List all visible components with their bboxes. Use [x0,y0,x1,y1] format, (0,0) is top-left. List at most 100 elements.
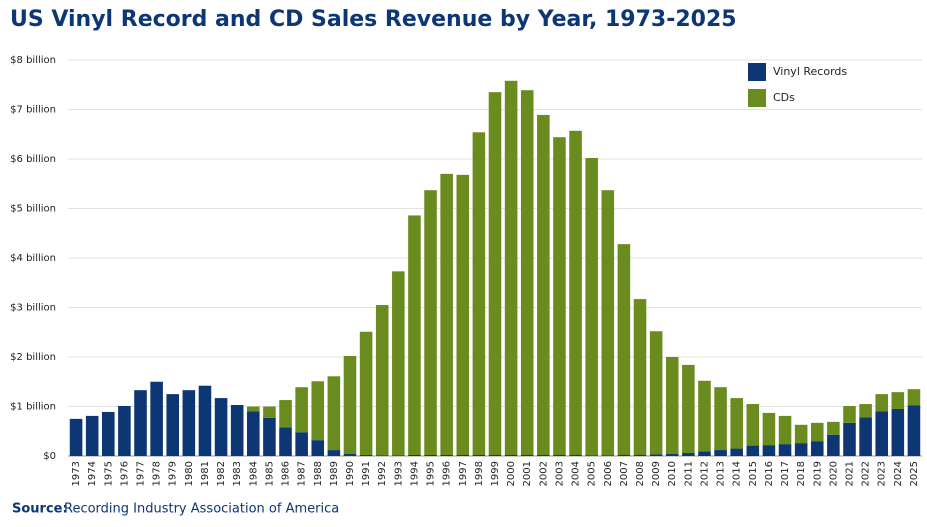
bar-segment [730,449,743,456]
bar-segment [263,407,276,418]
x-tick-label: 2025 [909,461,920,486]
bar-segment [698,381,711,452]
x-tick-label: 2023 [877,461,888,486]
bar-segment [618,244,631,455]
x-tick-label: 1990 [345,461,356,486]
legend-label: CDs [773,91,795,104]
bar-segment [424,190,437,455]
bar-segment [763,445,776,456]
x-tick-label: 1977 [136,461,147,486]
x-tick-label: 2000 [506,461,517,486]
bar-segment [473,455,486,456]
x-tick-label: 1992 [377,461,388,486]
bar-segment [134,390,147,456]
bar-segment [795,425,808,443]
y-tick-label: $2 billion [10,352,56,363]
bar-segment [183,390,196,456]
x-tick-label: 1988 [313,461,324,486]
x-tick-label: 1993 [393,461,404,486]
bar-segment [505,81,518,455]
bar-segment [376,305,389,455]
bar-segment [763,413,776,445]
bar-segment [569,455,582,456]
bar-segment [440,174,453,455]
x-tick-label: 2003 [554,461,565,486]
bar-segment [859,404,872,417]
x-tick-label: 2014 [732,461,743,486]
bar-segment [150,382,163,456]
bar-segment [714,387,727,450]
bar-segment [682,365,695,453]
x-tick-label: 1991 [361,461,372,486]
x-tick-label: 1973 [71,461,82,486]
bar-segment [263,418,276,456]
x-tick-label: 1975 [103,461,114,486]
bar-segment [892,409,905,456]
bar-segment [682,453,695,456]
bar-segment [553,137,566,455]
x-tick-label: 2007 [619,461,630,486]
bar-segment [698,452,711,456]
x-tick-label: 2017 [780,461,791,486]
x-tick-label: 2013 [716,461,727,486]
source: Recording Industry Association of Americ… [64,502,339,517]
source-label: Source: [12,502,68,517]
bar-segment [360,332,373,455]
bar-segment [585,158,598,455]
bar-segment [521,90,534,455]
bar-segment [553,455,566,456]
x-tick-label: 1999 [490,461,501,486]
bar-segment [843,406,856,423]
bar-segment [70,419,83,456]
bar-segment [859,417,872,456]
bar-segment [344,356,357,454]
bar-segment [779,444,792,456]
bar-segment [279,427,292,456]
bar-segment [714,450,727,456]
x-tick-label: 1974 [87,461,98,486]
x-tick-label: 2021 [844,461,855,486]
bar-segment [440,455,453,456]
x-tick-label: 2019 [812,461,823,486]
bar-segment [215,398,228,456]
bar-segment [328,450,341,456]
x-tick-label: 1985 [264,461,275,486]
x-tick-label: 2012 [699,461,710,486]
y-tick-label: $4 billion [10,253,56,264]
y-tick-label: $7 billion [10,105,56,116]
y-tick-label: $3 billion [10,303,56,314]
bar-segment [247,407,260,412]
legend-swatch [748,63,766,81]
bar-segment [489,455,502,456]
bar-segment [424,455,437,456]
bar-segment [650,331,663,454]
x-tick-label: 1981 [200,461,211,486]
bar-segment [892,392,905,409]
bar-segment [456,175,469,455]
y-tick-label: $8 billion [10,55,56,66]
bar-segment [199,386,212,456]
bar-segment [360,455,373,456]
y-tick-label: $6 billion [10,154,56,165]
bar-segment [279,400,292,427]
x-tick-label: 2020 [828,461,839,486]
bar-segment [650,455,663,456]
bar-segment [456,455,469,456]
bar-segment [795,443,808,456]
bar-segment [602,190,615,455]
bar-segment [537,455,550,456]
x-tick-label: 2008 [635,461,646,486]
x-tick-label: 2024 [893,461,904,486]
x-tick-label: 1995 [426,461,437,486]
x-tick-label: 1996 [442,461,453,486]
x-tick-label: 2018 [796,461,807,486]
x-tick-label: 1983 [232,461,243,486]
x-tick-label: 1980 [184,461,195,486]
x-tick-label: 2016 [764,461,775,486]
bar-segment [537,115,550,455]
bar-segment [328,376,341,450]
bar-segment [311,440,324,456]
x-tick-label: 2010 [667,461,678,486]
x-tick-label: 2004 [571,461,582,486]
